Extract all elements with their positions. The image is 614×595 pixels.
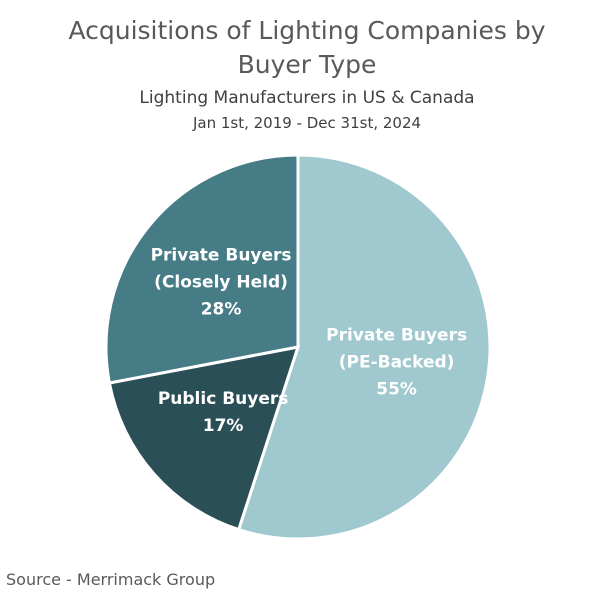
- chart-subtitle: Jan 1st, 2019 - Dec 31st, 2024: [192, 114, 422, 132]
- chart-subtitle: Lighting Manufacturers in US & Canada: [139, 88, 475, 108]
- slice-label: Private Buyers (PE-Backed) 55%: [322, 322, 472, 403]
- slice-value: 28%: [200, 299, 242, 320]
- slice-category: Private Buyers (Closely Held): [150, 245, 292, 293]
- slice-category: Private Buyers (PE-Backed): [326, 325, 468, 373]
- slice-label: Private Buyers (Closely Held) 28%: [146, 243, 296, 324]
- pie-slice: [236, 153, 492, 541]
- chart-title: Acquisitions of Lighting Companies by Bu…: [68, 16, 546, 79]
- pie-slice: [107, 345, 301, 532]
- slice-category: Public Buyers: [157, 389, 289, 410]
- pie-slice: [104, 153, 300, 385]
- source-note: Source - Merrimack Group: [6, 570, 216, 589]
- slice-value: 55%: [376, 379, 417, 400]
- slice-label: Public Buyers 17%: [148, 386, 298, 440]
- slice-value: 17%: [202, 416, 244, 437]
